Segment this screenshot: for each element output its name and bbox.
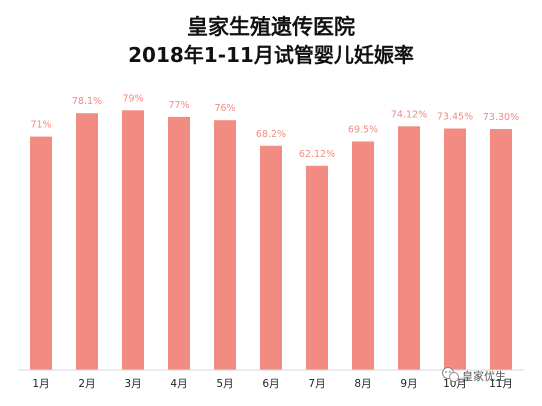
data-label-8: 69.5%: [348, 125, 378, 136]
bar-1: [30, 136, 52, 370]
x-tick-label-4: 4月: [170, 378, 187, 390]
bars-group: [30, 110, 512, 371]
data-label-5: 76%: [214, 103, 235, 114]
x-tick-label-2: 2月: [78, 378, 95, 390]
x-tick-label-1: 1月: [32, 378, 49, 390]
x-tick-label-8: 8月: [354, 378, 371, 390]
bar-11: [490, 129, 512, 370]
data-label-10: 73.45%: [437, 112, 473, 123]
bar-7: [306, 165, 328, 370]
data-label-1: 71%: [30, 120, 51, 131]
bar-4: [168, 116, 190, 371]
wechat-icon: [442, 367, 459, 382]
x-tick-label-3: 3月: [124, 378, 141, 390]
x-tick-label-11: 11月: [489, 378, 513, 390]
x-tick-label-7: 7月: [308, 378, 325, 390]
x-tick-label-9: 9月: [400, 378, 417, 390]
bar-10: [444, 128, 466, 370]
data-labels-group: 71% 78.1% 79% 77% 76% 68.2% 62.12% 69.5% 74.12% 7…: [30, 93, 519, 160]
bar-9: [398, 126, 420, 370]
data-label-7: 62.12%: [299, 149, 335, 160]
data-label-9: 74.12%: [391, 109, 427, 120]
data-label-2: 78.1%: [72, 96, 102, 107]
bar-3: [122, 110, 144, 371]
x-tick-label-5: 5月: [216, 378, 233, 390]
x-tick-label-6: 6月: [262, 378, 279, 390]
bar-2: [76, 113, 98, 370]
x-tick-label-10: 10月: [443, 378, 467, 390]
watermark-text: 皇家优生: [462, 369, 506, 383]
chart-title: 皇家生殖遗传医院: [187, 15, 355, 39]
bar-6: [260, 145, 282, 370]
data-label-3: 79%: [122, 93, 143, 104]
data-label-4: 77%: [168, 100, 189, 111]
bar-8: [352, 141, 374, 370]
data-label-11: 73.30%: [483, 112, 519, 123]
watermark: 皇家优生: [442, 367, 506, 383]
chart-subtitle: 2018年1-11月试管婴儿妊娠率: [128, 43, 414, 67]
x-tick-labels-group: 1月 2月 3月 4月 5月 6月 7月 8月 9月 10月 11月: [32, 378, 513, 390]
data-label-6: 68.2%: [256, 129, 286, 140]
bar-5: [214, 120, 236, 370]
